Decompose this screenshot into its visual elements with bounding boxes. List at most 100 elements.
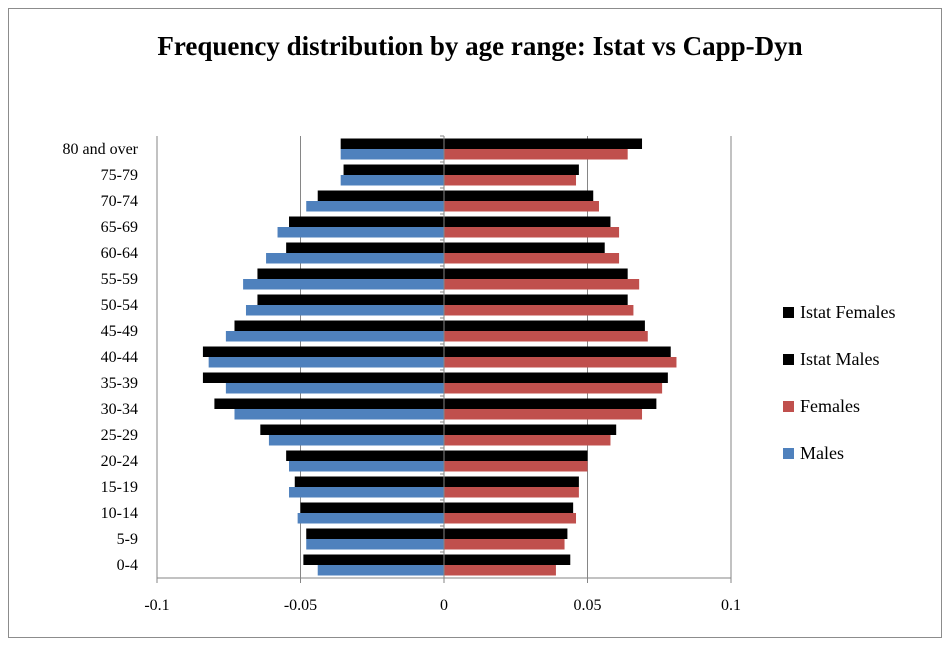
legend-label: Istat Females (800, 302, 895, 322)
bar (257, 268, 444, 279)
category-label: 20-24 (101, 453, 138, 470)
bar (306, 528, 444, 539)
tick-labels: -0.1 -0.05 0 0.05 0.1 (144, 597, 741, 614)
category-label: 65-69 (101, 219, 138, 236)
bar (444, 424, 617, 435)
bar (444, 149, 628, 160)
bar (343, 164, 444, 175)
chart-title: Frequency distribution by age range: Ist… (157, 31, 803, 61)
bar (444, 513, 577, 524)
bar (340, 138, 444, 149)
category-label: 10-14 (101, 505, 138, 522)
bar (300, 502, 444, 513)
bar (444, 279, 640, 290)
bars (202, 138, 677, 576)
bar (444, 346, 671, 357)
bar (286, 242, 444, 253)
legend-swatch (783, 307, 794, 318)
bar (444, 242, 605, 253)
legend-label: Females (800, 396, 860, 416)
bar (444, 476, 579, 487)
bar (340, 149, 444, 160)
bar (214, 398, 444, 409)
category-label: 50-54 (101, 297, 138, 314)
legend-label: Males (800, 443, 844, 463)
bar (277, 227, 444, 238)
bar (444, 487, 579, 498)
category-label: 45-49 (101, 323, 138, 340)
bar (444, 253, 620, 264)
bar (444, 294, 628, 305)
legend-swatch (783, 448, 794, 459)
bar (444, 539, 565, 550)
category-label: 5-9 (117, 531, 138, 548)
bar (444, 190, 594, 201)
legend-swatch (783, 401, 794, 412)
bar (444, 216, 611, 227)
bar (297, 513, 444, 524)
legend-swatch (783, 354, 794, 365)
bar (202, 372, 444, 383)
bar (444, 409, 643, 420)
bar (444, 461, 588, 472)
bar (306, 539, 444, 550)
x-tick-label: 0.05 (574, 597, 602, 614)
bar (245, 305, 444, 316)
x-tick-label: 0.1 (721, 597, 741, 614)
x-tick-label: 0 (440, 597, 448, 614)
bar (225, 331, 444, 342)
bar (444, 320, 645, 331)
category-label: 40-44 (101, 349, 138, 366)
bar (294, 476, 444, 487)
bar (289, 216, 444, 227)
bar (444, 357, 677, 368)
category-label: 15-19 (101, 479, 138, 496)
bar (444, 450, 588, 461)
category-label: 0-4 (117, 557, 138, 574)
bar (225, 383, 444, 394)
bar (234, 409, 444, 420)
bar (260, 424, 444, 435)
bar (444, 528, 568, 539)
bar (257, 294, 444, 305)
category-label: 70-74 (101, 193, 138, 210)
bar (444, 554, 571, 565)
category-label: 75-79 (101, 167, 138, 184)
bar (444, 201, 599, 212)
bar (444, 331, 648, 342)
x-tick-label: -0.05 (284, 597, 317, 614)
bar (444, 398, 657, 409)
bar (306, 201, 444, 212)
category-label: 60-64 (101, 245, 138, 262)
bar (202, 346, 444, 357)
category-label: 30-34 (101, 401, 138, 418)
category-label: 25-29 (101, 427, 138, 444)
axes (156, 135, 732, 583)
x-tick-label: -0.1 (144, 597, 169, 614)
bar (444, 227, 620, 238)
bar (317, 190, 444, 201)
bar (289, 461, 444, 472)
bar (444, 268, 628, 279)
category-labels: 0-4 5-9 10-14 15-19 20-24 25-29 30-34 35-39 40-4… (62, 141, 138, 574)
bar (208, 357, 444, 368)
bar (444, 502, 574, 513)
category-label: 35-39 (101, 375, 138, 392)
bar (444, 138, 643, 149)
legend-label: Istat Males (800, 349, 879, 369)
bar (444, 565, 556, 576)
bar (286, 450, 444, 461)
bar (340, 175, 444, 186)
bar (444, 372, 668, 383)
bar (444, 305, 634, 316)
bar (268, 435, 444, 446)
bar (444, 383, 663, 394)
legend: Istat Females Istat Males Females Males (783, 302, 895, 463)
bar (303, 554, 444, 565)
bar (243, 279, 444, 290)
bar (317, 565, 444, 576)
category-label: 80 and over (62, 141, 138, 158)
bar (444, 164, 579, 175)
bar (266, 253, 444, 264)
